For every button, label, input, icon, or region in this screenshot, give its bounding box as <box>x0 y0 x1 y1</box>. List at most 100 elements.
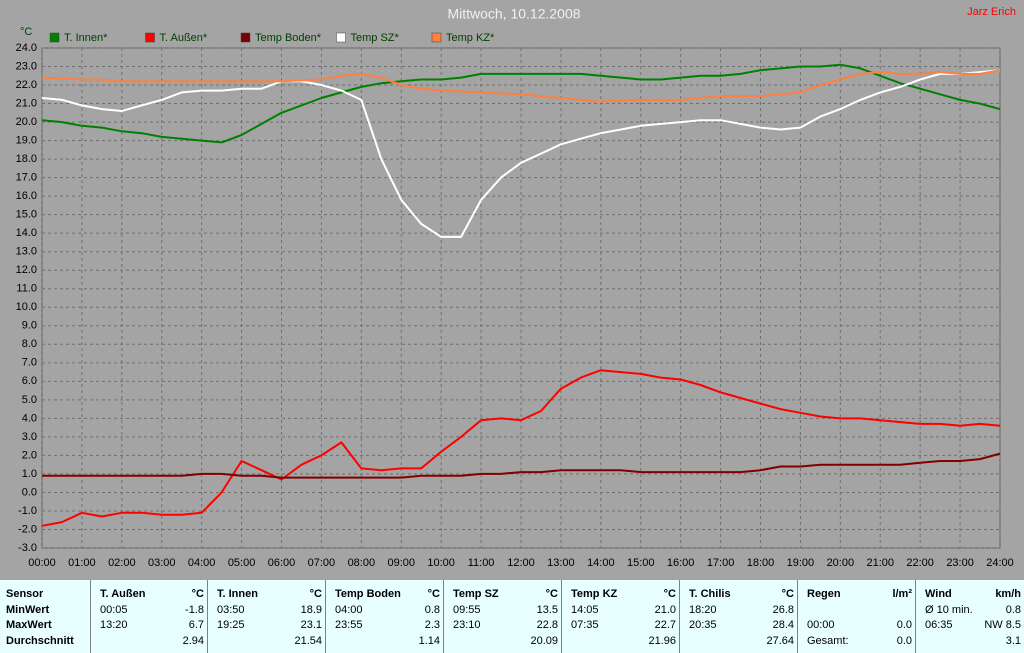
table-cell: 2.3 <box>424 619 440 631</box>
table-cell: 22.8 <box>536 619 558 631</box>
y-tick-label: 6.0 <box>22 375 37 387</box>
y-tick-label: 12.0 <box>16 264 37 276</box>
table-cell: 18:20 <box>689 603 717 616</box>
table-cell: °C <box>545 588 558 600</box>
y-tick-label: 16.0 <box>16 190 37 202</box>
table-cell: T. Außen <box>100 588 146 600</box>
x-tick-label: 23:00 <box>946 557 974 569</box>
x-tick-label: 22:00 <box>906 557 934 569</box>
table-cell: MaxWert <box>6 619 52 631</box>
table-cell: 21.0 <box>654 603 676 616</box>
table-cell: Ø 10 min. <box>925 603 973 616</box>
x-tick-label: 09:00 <box>387 557 415 569</box>
table-cell: Regen <box>807 588 841 600</box>
table-cell: 13.5 <box>536 603 558 616</box>
table-cell: 00:00 <box>807 619 835 631</box>
x-tick-label: 15:00 <box>627 557 655 569</box>
table-cell: 0.8 <box>424 603 440 616</box>
y-tick-label: 15.0 <box>16 209 37 221</box>
legend-swatch <box>240 32 251 43</box>
x-tick-label: 10:00 <box>427 557 455 569</box>
annotation: Jarz Erich <box>967 6 1016 18</box>
x-tick-label: 08:00 <box>348 557 376 569</box>
data-line <box>41 63 1001 144</box>
y-axis-label: °C <box>20 26 32 38</box>
y-tick-label: 9.0 <box>22 320 37 332</box>
x-tick-label: 18:00 <box>747 557 775 569</box>
column-separator <box>797 580 798 653</box>
table-cell: °C <box>309 588 322 600</box>
x-tick-label: 17:00 <box>707 557 735 569</box>
legend-label: Temp SZ* <box>351 32 400 44</box>
x-tick-label: 00:00 <box>28 557 56 569</box>
table-cell: °C <box>663 588 676 600</box>
table-cell: km/h <box>995 588 1021 600</box>
table-cell: MinWert <box>6 603 50 616</box>
y-tick-label: 14.0 <box>16 227 37 239</box>
y-tick-label: 19.0 <box>16 134 37 146</box>
data-line <box>41 369 1001 527</box>
table-cell: 18.9 <box>300 603 322 616</box>
table-cell: Temp SZ <box>453 588 499 600</box>
y-tick-label: 1.0 <box>22 468 37 480</box>
legend-label: T. Außen* <box>160 32 208 44</box>
table-cell: NW 8.5 <box>984 619 1021 631</box>
x-tick-label: 01:00 <box>68 557 96 569</box>
table-cell: Sensor <box>6 588 44 600</box>
table-cell: 23.1 <box>300 619 322 631</box>
table-cell: 21.96 <box>648 634 676 647</box>
table-cell: °C <box>781 588 794 600</box>
table-cell: l/m² <box>892 588 912 600</box>
y-tick-label: -3.0 <box>18 542 37 554</box>
y-tick-label: 8.0 <box>22 338 37 350</box>
x-tick-label: 12:00 <box>507 557 535 569</box>
x-tick-label: 24:00 <box>986 557 1014 569</box>
legend-swatch <box>145 32 155 43</box>
table-cell: 14:05 <box>571 603 599 616</box>
chart-title: Mittwoch, 10.12.2008 <box>447 6 580 22</box>
table-cell: 04:00 <box>335 603 363 616</box>
table-cell: 20:35 <box>689 619 717 631</box>
y-tick-label: 21.0 <box>16 97 37 109</box>
table-cell: 23:10 <box>453 619 481 631</box>
table-cell: Wind <box>925 588 952 600</box>
x-tick-label: 16:00 <box>667 557 695 569</box>
table-cell: 03:50 <box>217 603 245 616</box>
column-separator <box>207 580 208 653</box>
table-cell: 26.8 <box>772 603 794 616</box>
table-cell: T. Chilis <box>689 588 731 600</box>
table-cell: 21.54 <box>294 634 322 647</box>
table-cell: Gesamt: <box>807 634 849 647</box>
table-cell: Temp KZ <box>571 588 618 600</box>
y-tick-label: 5.0 <box>22 394 37 406</box>
y-tick-label: 23.0 <box>16 60 37 72</box>
y-tick-label: 11.0 <box>16 283 37 295</box>
legend-label: Temp KZ* <box>446 32 495 44</box>
table-cell: 06:35 <box>925 619 953 631</box>
y-tick-label: 3.0 <box>22 431 37 443</box>
legend-label: T. Innen* <box>64 32 108 44</box>
table-cell: 0.8 <box>1005 603 1021 616</box>
table-cell: °C <box>427 588 440 600</box>
y-tick-label: 2.0 <box>22 449 37 461</box>
table-cell: 0.0 <box>896 619 912 631</box>
table-cell: Temp Boden <box>335 588 401 600</box>
x-tick-label: 21:00 <box>866 557 894 569</box>
y-tick-label: 18.0 <box>16 153 37 165</box>
table-cell: T. Innen <box>217 588 258 600</box>
x-tick-label: 13:00 <box>547 557 575 569</box>
table-cell: 3.1 <box>1005 634 1021 647</box>
column-separator <box>90 580 91 653</box>
table-cell: Durchschnitt <box>6 634 74 647</box>
x-tick-label: 04:00 <box>188 557 216 569</box>
x-tick-label: 05:00 <box>228 557 256 569</box>
y-tick-label: -1.0 <box>18 505 37 517</box>
x-tick-label: 11:00 <box>468 557 495 569</box>
x-tick-label: 02:00 <box>108 557 136 569</box>
y-tick-label: 10.0 <box>16 301 37 313</box>
table-cell: 07:35 <box>571 619 599 631</box>
table-cell: 00:05 <box>100 603 128 616</box>
column-separator <box>561 580 562 653</box>
column-separator <box>443 580 444 653</box>
table-cell: 23:55 <box>335 619 363 631</box>
